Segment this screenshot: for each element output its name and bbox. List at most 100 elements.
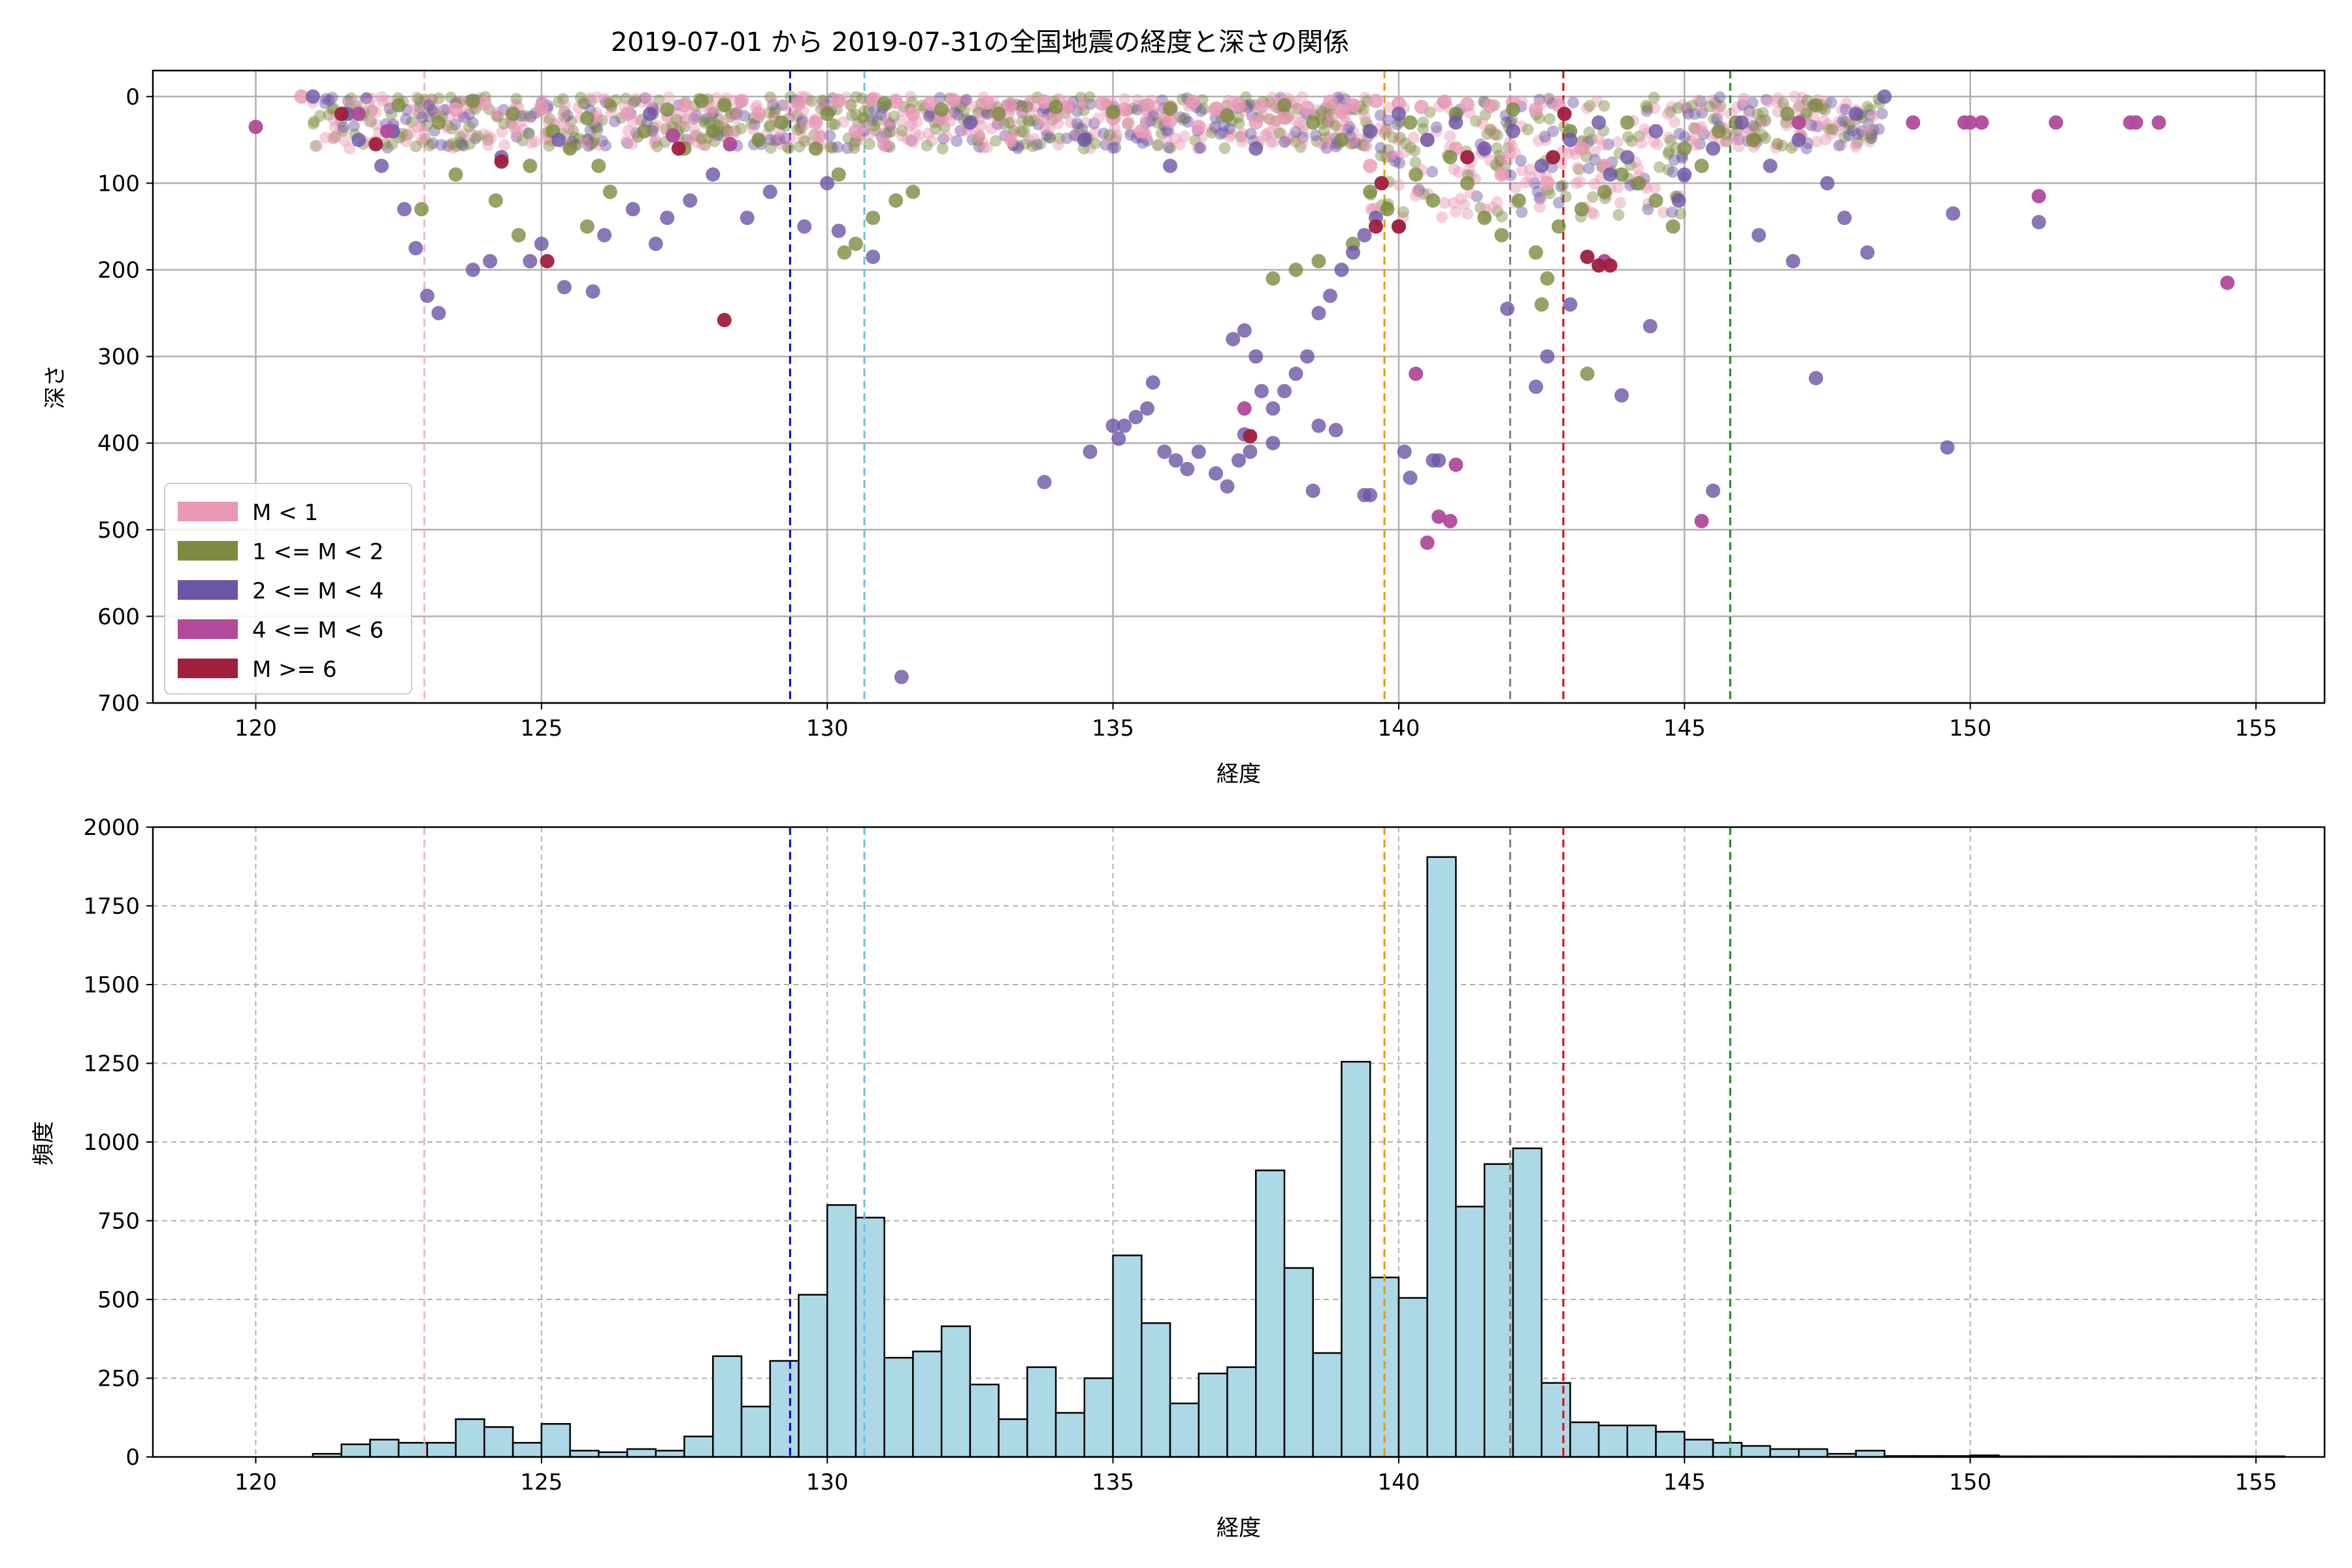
data-point	[1105, 105, 1120, 120]
x-tick-labels: 120 125 130 135 140 145 150 155	[235, 703, 2277, 742]
data-point	[1648, 135, 1660, 148]
data-point	[1665, 101, 1678, 113]
data-point	[1134, 123, 1149, 139]
data-point	[2048, 115, 2063, 130]
data-point	[465, 93, 480, 108]
data-point	[1195, 105, 1207, 118]
data-point	[670, 114, 683, 126]
data-point	[463, 120, 476, 133]
data-point	[1800, 106, 1812, 119]
histogram-bar	[1254, 1169, 1286, 1458]
data-point	[831, 167, 846, 182]
data-point	[1345, 98, 1360, 113]
data-point	[1179, 112, 1191, 125]
data-point	[1448, 115, 1463, 130]
data-point	[626, 138, 638, 150]
data-point	[1034, 138, 1047, 150]
data-point	[1563, 133, 1578, 148]
data-point	[826, 142, 839, 154]
data-point	[1653, 161, 1665, 173]
data-point	[1573, 163, 1585, 176]
data-point	[1039, 123, 1051, 135]
data-point	[866, 250, 881, 265]
data-point	[1861, 101, 1874, 113]
data-point	[1232, 97, 1246, 112]
data-point	[866, 114, 879, 126]
data-point	[524, 112, 536, 124]
data-point	[1296, 137, 1308, 149]
data-point	[951, 108, 964, 121]
data-point	[1437, 94, 1452, 109]
data-point	[763, 121, 776, 133]
data-point	[482, 130, 494, 142]
data-point	[1403, 115, 1418, 130]
data-point	[1680, 102, 1693, 114]
y-tick-label: 700	[97, 691, 140, 717]
data-point	[1003, 98, 1018, 113]
data-point	[1812, 120, 1824, 133]
data-point	[408, 240, 423, 255]
data-point	[1500, 301, 1515, 316]
data-point	[523, 253, 538, 269]
data-point	[1358, 140, 1371, 152]
data-point	[1391, 96, 1406, 111]
data-point	[985, 123, 998, 135]
data-point	[1267, 136, 1280, 148]
data-point	[1005, 116, 1017, 129]
data-point	[951, 135, 963, 147]
data-point	[1020, 100, 1032, 112]
data-point	[490, 110, 502, 122]
data-point	[1796, 91, 1808, 104]
data-point	[1328, 117, 1340, 129]
data-point	[1169, 132, 1181, 144]
data-point	[565, 116, 578, 128]
y-axis-label: 深さ	[42, 365, 69, 409]
data-point	[1024, 94, 1037, 106]
data-point	[1612, 181, 1624, 193]
data-point	[1494, 227, 1509, 242]
data-point	[1357, 139, 1369, 152]
data-point	[1083, 91, 1096, 103]
data-point	[1288, 367, 1303, 382]
x-tick-label: 130	[806, 1469, 849, 1495]
data-point	[442, 140, 454, 152]
data-point	[419, 126, 431, 139]
data-point	[689, 129, 702, 142]
data-point	[1738, 92, 1750, 105]
data-point	[1392, 134, 1405, 146]
data-point	[1771, 138, 1784, 150]
data-point	[1852, 128, 1864, 140]
data-point	[1053, 132, 1066, 144]
x-tick-label: 145	[1663, 1469, 1706, 1495]
data-point	[1622, 131, 1634, 143]
data-point	[1296, 91, 1309, 103]
data-point	[381, 95, 393, 107]
data-point	[581, 133, 594, 146]
x-tick-label: 140	[1377, 715, 1420, 742]
data-point	[1191, 120, 1206, 135]
data-point	[1297, 131, 1309, 144]
data-point	[1752, 108, 1764, 120]
data-point	[1076, 123, 1088, 135]
data-point	[694, 93, 709, 108]
data-point	[1820, 133, 1832, 146]
data-point	[764, 91, 776, 103]
x-tick-label: 145	[1663, 715, 1706, 742]
data-point	[1206, 123, 1218, 135]
data-point	[417, 136, 429, 148]
data-point	[937, 133, 949, 145]
data-point	[1349, 137, 1362, 149]
data-point	[1840, 97, 1852, 110]
data-point	[1729, 133, 1741, 146]
data-point	[1750, 121, 1762, 133]
data-point	[519, 110, 532, 122]
data-point	[563, 141, 578, 156]
data-point	[1588, 208, 1600, 220]
data-point	[454, 131, 466, 143]
data-point	[1193, 142, 1205, 154]
data-point	[465, 127, 478, 140]
data-point	[1822, 123, 1835, 135]
data-point	[1688, 122, 1700, 134]
data-point	[455, 137, 467, 149]
data-point	[1696, 125, 1708, 137]
